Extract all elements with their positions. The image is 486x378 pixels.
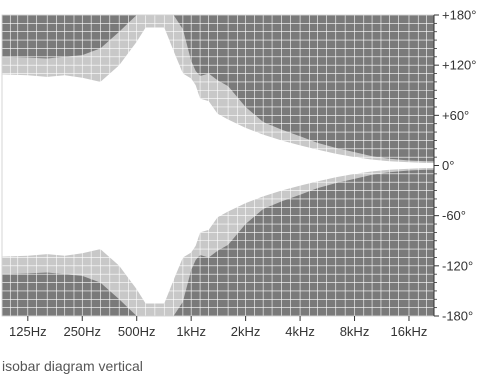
y-tick-label: -120° — [442, 258, 473, 273]
x-tick-label: 250Hz — [63, 324, 101, 339]
y-tick-label: +60° — [442, 108, 469, 123]
y-axis-ticks: +180° +120° +60° 0° -60° -120° -180° — [434, 8, 476, 324]
x-tick-label: 8kHz — [340, 324, 370, 339]
grid-lines — [1, 14, 435, 317]
chart-caption: isobar diagram vertical — [2, 358, 143, 374]
x-tick-label: 2kHz — [231, 324, 261, 339]
x-tick-label: 500Hz — [118, 324, 156, 339]
y-tick-label: -60° — [442, 208, 466, 223]
y-tick-label: +120° — [442, 58, 476, 73]
x-axis-ticks: 125Hz 250Hz 500Hz 1kHz 2kHz 4kHz 8kHz 16kHz — [9, 316, 427, 339]
y-tick-label: +180° — [442, 8, 476, 23]
y-tick-label: -180° — [442, 309, 473, 324]
x-tick-label: 125Hz — [9, 324, 47, 339]
x-tick-label: 1kHz — [176, 324, 206, 339]
x-tick-label: 16kHz — [391, 324, 428, 339]
y-tick-label: 0° — [442, 158, 454, 173]
x-tick-label: 4kHz — [285, 324, 315, 339]
